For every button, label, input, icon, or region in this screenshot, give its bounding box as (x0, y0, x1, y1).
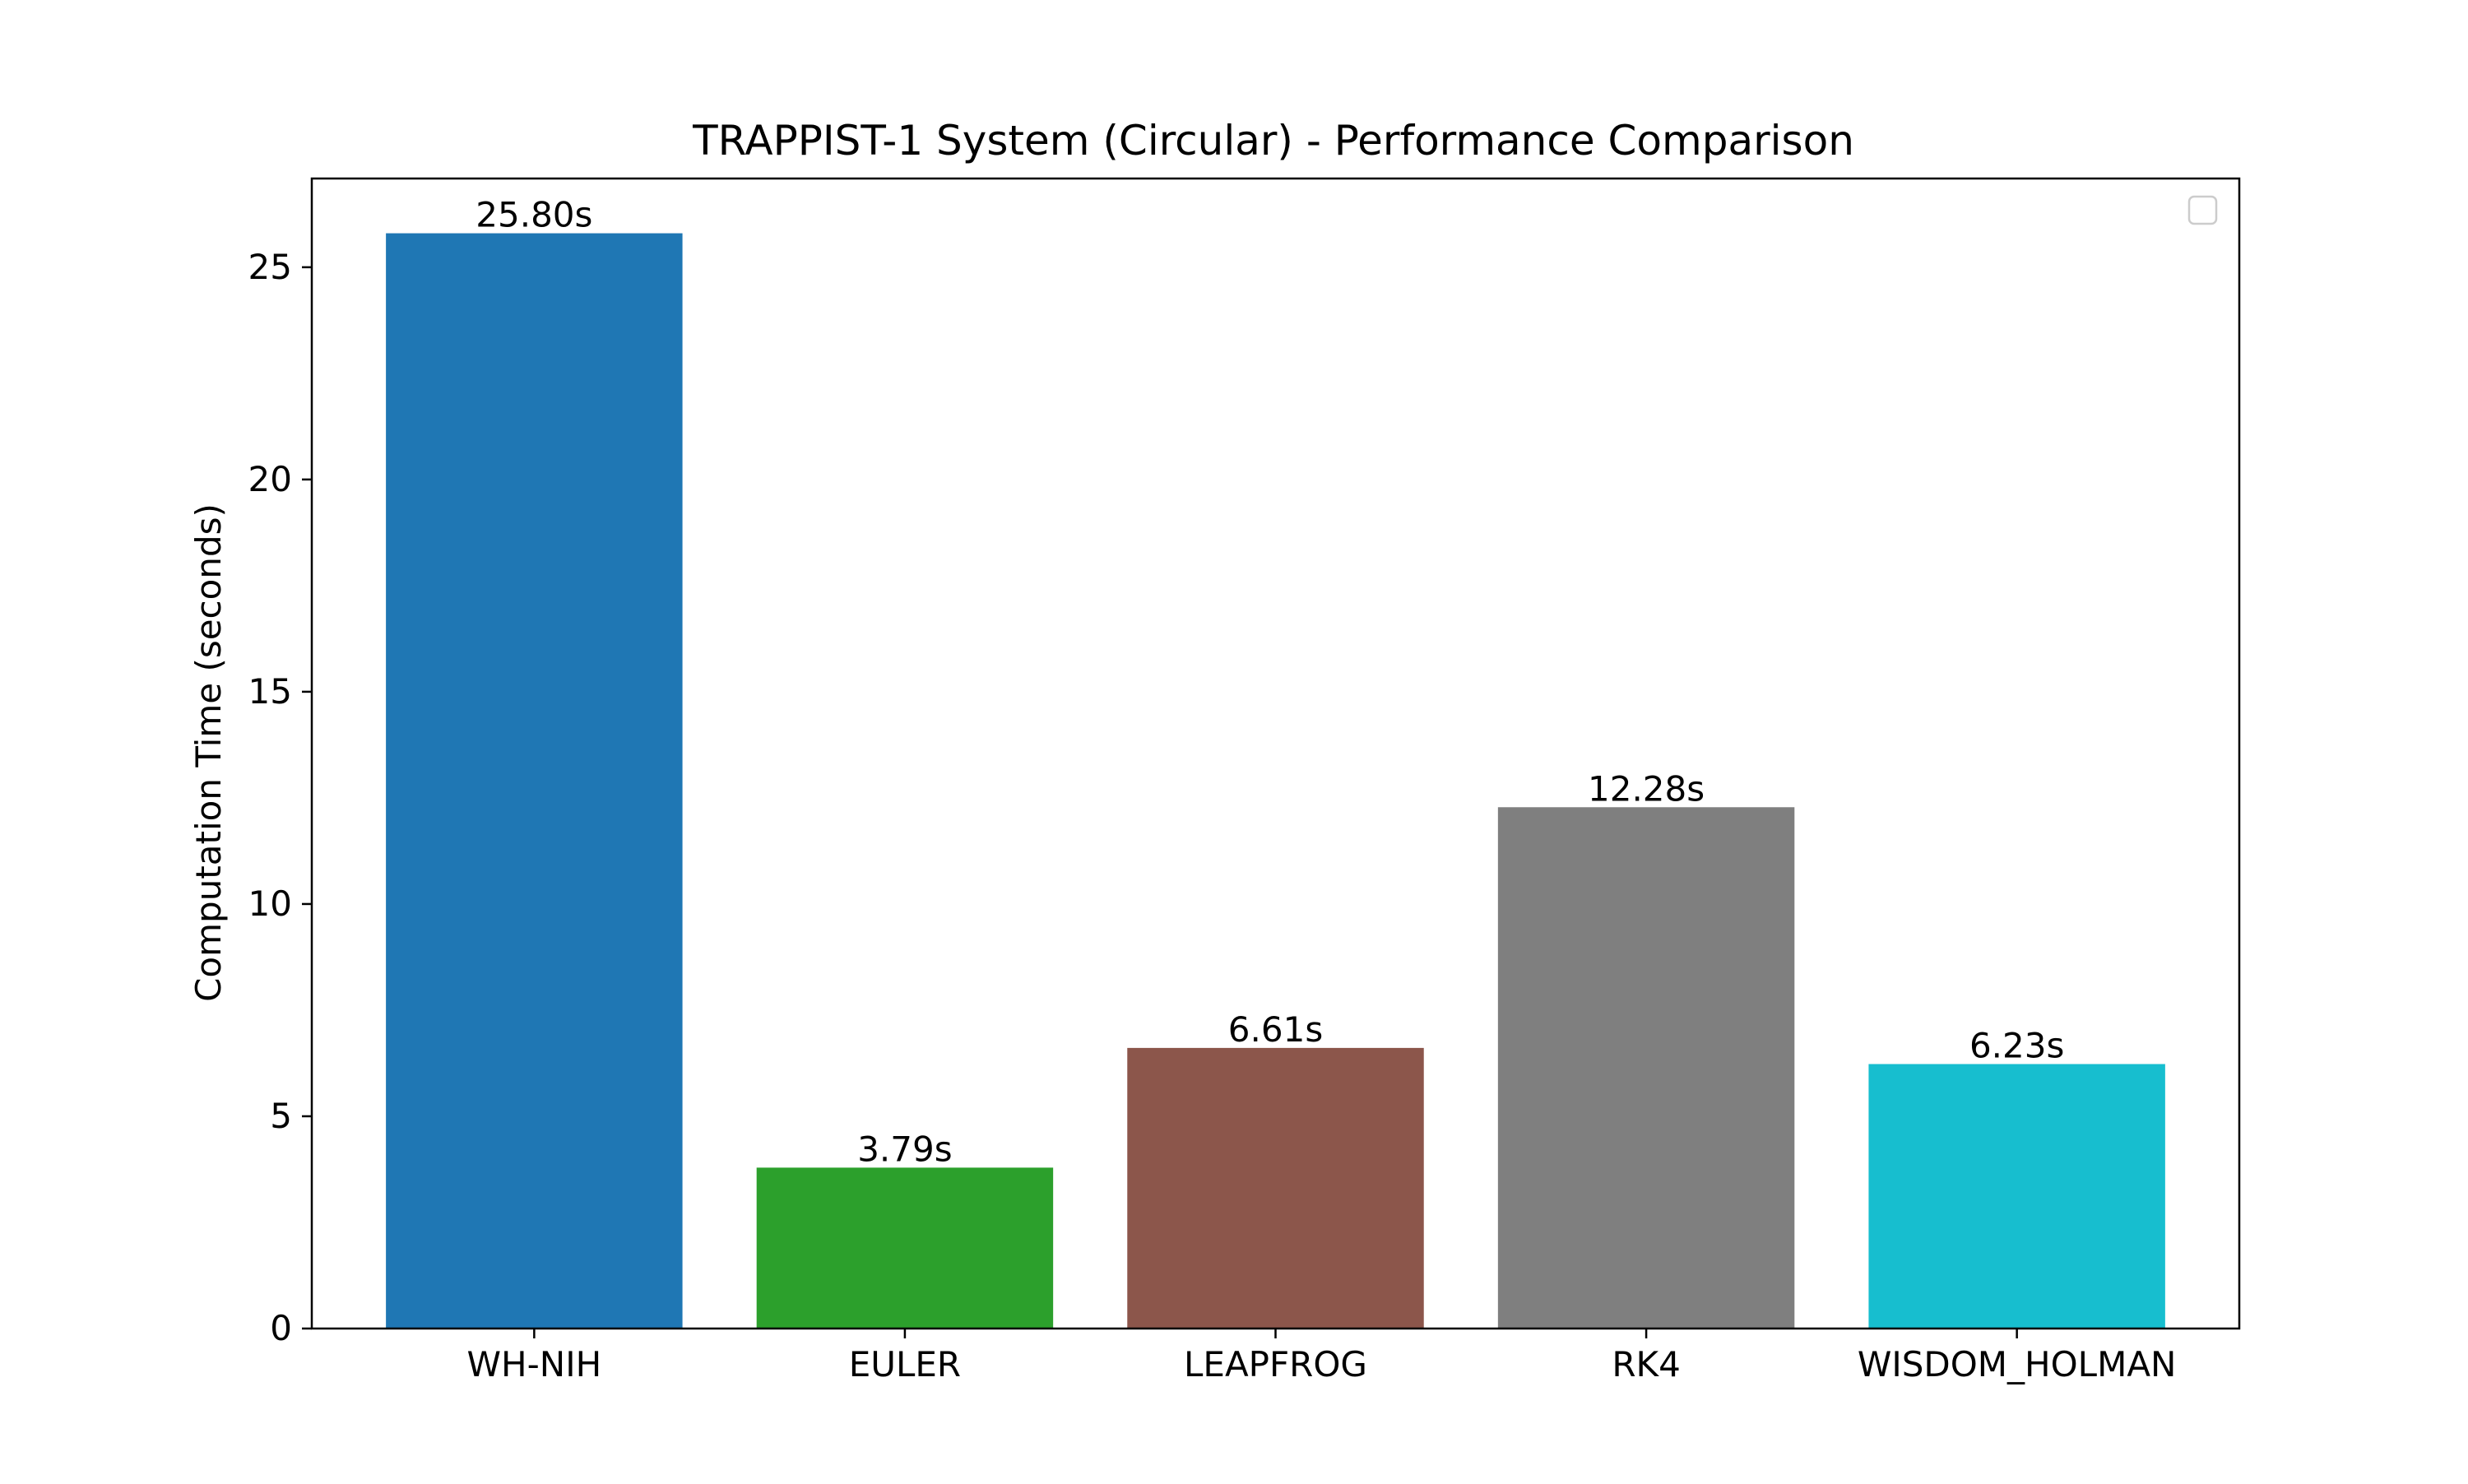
y-tick-label: 25 (248, 247, 292, 287)
y-tick-label: 15 (248, 671, 292, 712)
bar-value-label: 3.79s (857, 1129, 952, 1169)
x-tick-label: LEAPFROG (1184, 1344, 1367, 1384)
x-tick-label: RK4 (1612, 1344, 1680, 1384)
x-tick-label: WH-NIH (467, 1344, 602, 1384)
x-tick-label: WISDOM_HOLMAN (1858, 1344, 2177, 1384)
y-tick-label: 5 (270, 1096, 292, 1136)
bar-rk4 (1497, 807, 1795, 1329)
bar-value-label: 12.28s (1588, 768, 1705, 809)
bar-value-label: 25.80s (476, 195, 592, 235)
legend-box (2187, 195, 2218, 225)
bar-value-label: 6.61s (1228, 1009, 1323, 1050)
bar-leapfrog (1127, 1047, 1424, 1329)
y-tick-label: 10 (248, 883, 292, 924)
bar-wh-nih (386, 233, 683, 1329)
value-labels-layer: 25.80s 3.79s 6.61s 12.28s 6.23s (476, 195, 2064, 1170)
y-tick-label: 0 (270, 1308, 292, 1348)
bar-wisdom-holman (1868, 1064, 2165, 1329)
y-axis-label: Computation Time (seconds) (188, 503, 229, 1002)
chart-title: TRAPPIST-1 System (Circular) - Performan… (692, 117, 1854, 165)
y-axis-ticks: 0 5 10 15 20 25 (248, 247, 312, 1348)
x-axis-ticks: WH-NIH EULER LEAPFROG RK4 WISDOM_HOLMAN (467, 1329, 2177, 1384)
bars-layer (386, 233, 2165, 1329)
bar-value-label: 6.23s (1969, 1026, 2064, 1066)
x-tick-label: EULER (849, 1344, 961, 1384)
y-tick-label: 20 (248, 459, 292, 499)
plot-frame (310, 177, 2241, 1330)
bar-euler (756, 1167, 1054, 1329)
